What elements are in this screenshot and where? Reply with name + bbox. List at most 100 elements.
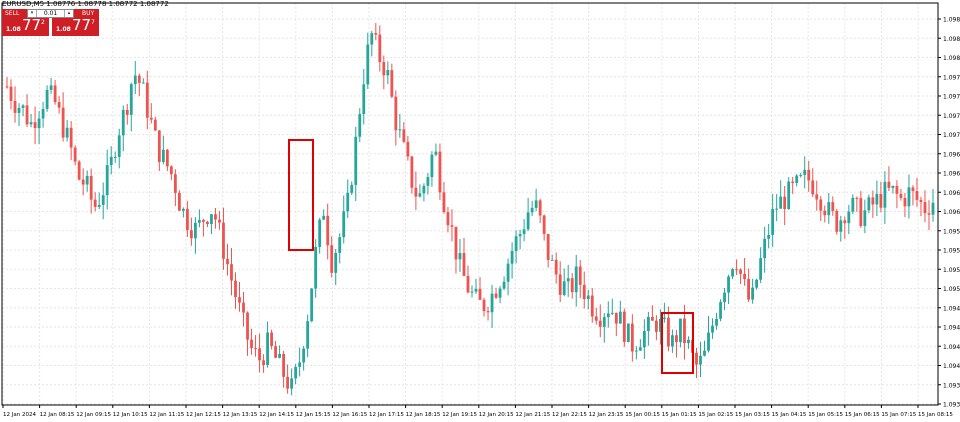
candle-body [439,152,442,193]
candle-body [447,212,450,225]
candle-body [62,108,65,138]
candle-body [875,194,878,205]
candle-body [811,180,814,194]
candle-body [210,214,213,224]
candle-body [539,200,542,215]
candle-body [655,321,658,332]
candle-body [22,105,25,108]
candle-body [66,128,69,138]
candle-body [455,227,458,260]
x-tick-label: 12 Jan 18:15 [406,412,441,418]
candle-body [483,300,486,311]
candle-body [887,182,890,188]
candle-body [170,166,173,174]
candle-body [803,170,806,175]
candle-body [386,70,389,75]
candle-body [78,162,81,180]
y-tick-label: 1.09745 [943,113,960,120]
buy-price-point: 7 [91,19,95,26]
candle-body [226,259,229,264]
candle-body [695,353,698,365]
candle-body [775,209,778,210]
candle-body [14,101,17,113]
candle-body [118,135,121,157]
candle-body [238,297,241,303]
candle-body [270,332,273,346]
candle-body [70,128,73,148]
candle-body [338,237,341,253]
candle-body [908,187,911,206]
candle-body [591,296,594,317]
lot-size-control: ▾ 0.01 ▴ [27,9,74,18]
candle-body [867,197,870,210]
candle-body [871,197,874,204]
candle-body [671,335,674,346]
candle-body [134,76,137,85]
candle-body [10,87,13,101]
candle-body [863,210,866,226]
candle-body [242,303,245,313]
chart-frame [2,3,938,405]
candle-body [763,239,766,258]
candle-body [290,378,293,388]
candle-body [924,202,927,213]
candle-body [314,247,317,289]
candle-body [390,70,393,97]
candle-body [527,212,530,229]
candle-body [38,118,41,128]
y-tick-label: 1.09640 [943,190,960,197]
candle-body [427,177,430,186]
candle-body [795,176,798,183]
candle-body [739,270,742,274]
candle-body [374,33,377,35]
lot-increase-button[interactable]: ▴ [64,10,73,17]
candle-body [106,165,109,195]
candle-body [583,285,586,299]
candle-body [507,264,510,282]
candle-body [563,281,566,295]
candlesticks [6,23,935,395]
candle-body [234,281,237,298]
candle-body [879,194,882,208]
candle-body [503,282,506,289]
candle-body [350,185,353,193]
x-tick-label: 12 Jan 10:15 [113,412,148,418]
candle-body [302,349,305,363]
candle-body [904,198,907,206]
candle-body [839,220,842,231]
candle-body [342,211,345,237]
candle-body [819,199,822,210]
candle-body [166,150,169,167]
candle-body [559,274,562,294]
candle-body [615,313,618,324]
x-tick-label: 15 Jan 00:15 [625,412,660,418]
candle-body [378,35,381,62]
candle-body [294,367,297,379]
candle-body [751,288,754,300]
candle-body [892,186,895,188]
candle-body [190,230,193,238]
candle-body [715,319,718,326]
candle-body [50,85,53,89]
y-tick-label: 1.09455 [943,325,960,332]
candle-body [214,214,217,219]
candle-body [46,90,49,109]
candle-body [543,216,546,234]
candle-body [142,83,145,84]
candle-body [827,202,830,215]
sell-price-prefix: 1.08 [6,26,21,33]
y-tick-label: 1.09400 [943,363,960,370]
candle-body [246,313,249,340]
candle-body [110,157,113,165]
x-tick-label: 15 Jan 01:15 [662,412,697,418]
y-tick-label: 1.09350 [943,402,960,409]
lot-size-input[interactable]: 0.01 [36,10,65,17]
candle-body [318,220,321,247]
candle-body [418,193,421,196]
y-tick-label: 1.09480 [943,305,960,312]
candle-body [928,213,931,214]
candle-body [382,62,385,75]
candle-body [158,130,161,162]
candle-body [202,220,205,222]
